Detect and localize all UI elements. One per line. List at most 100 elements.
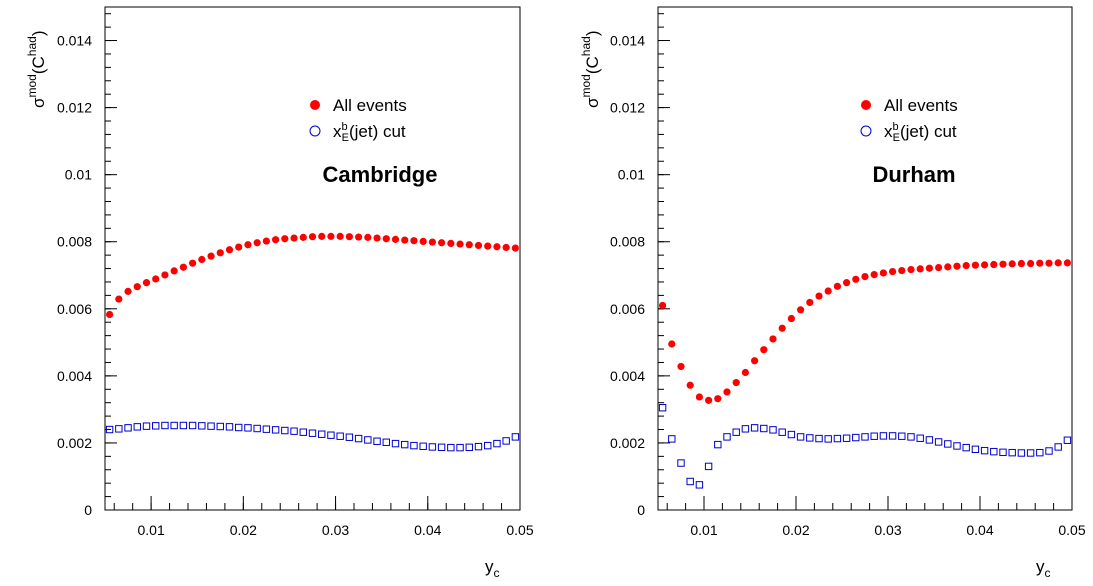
legend: All events xb E(jet) cut <box>309 96 407 144</box>
data-point-all-events <box>290 234 298 242</box>
data-point-all-events <box>511 244 519 252</box>
data-point-xe-cut <box>769 426 777 434</box>
panel-title: Cambridge <box>323 162 438 187</box>
data-point-xe-cut <box>419 442 427 450</box>
data-point-xe-cut <box>161 421 169 430</box>
data-point-xe-cut <box>354 434 363 443</box>
data-point-xe-cut <box>971 445 980 454</box>
data-point-xe-cut <box>824 435 832 443</box>
data-point-xe-cut <box>493 439 501 448</box>
x-tick-label: 0.05 <box>1058 522 1085 538</box>
x-axis-title: yc <box>485 557 500 580</box>
data-point-all-events <box>668 340 676 348</box>
data-point-all-events <box>115 295 123 303</box>
data-point-xe-cut <box>225 423 234 431</box>
data-point-xe-cut <box>115 425 123 433</box>
data-point-all-events <box>133 283 141 291</box>
data-point-xe-cut <box>318 430 326 438</box>
data-point-xe-cut <box>511 433 520 441</box>
data-point-all-events <box>106 310 114 319</box>
x-tick-label: 0.02 <box>230 522 257 538</box>
y-tick-label: 0.014 <box>610 33 645 49</box>
data-point-xe-cut <box>741 425 750 433</box>
data-point-xe-cut <box>299 428 307 436</box>
panel-durham: 0 0.002 0.004 0.006 0.008 0.01 0.012 0.014 0.01 0… <box>579 6 1086 580</box>
y-tick-label: 0.01 <box>618 167 645 183</box>
data-point-all-events <box>935 263 943 272</box>
legend-marker-xe-cut <box>309 125 321 137</box>
data-point-xe-cut <box>474 442 483 451</box>
data-point-all-events <box>465 241 473 249</box>
y-axis-title: σmod(Chad) <box>25 31 48 109</box>
data-point-all-events <box>170 267 178 275</box>
data-point-all-events <box>870 270 878 279</box>
data-point-all-events <box>806 298 814 307</box>
y-tick-label: 0.01 <box>65 167 92 183</box>
data-point-xe-cut <box>925 436 934 444</box>
data-point-xe-cut <box>262 425 271 433</box>
data-point-all-events <box>1045 259 1053 267</box>
data-point-all-events <box>474 241 483 250</box>
data-point-xe-cut <box>235 423 243 432</box>
data-point-xe-cut <box>152 422 160 430</box>
data-point-xe-cut <box>410 441 418 450</box>
data-point-all-events <box>355 233 363 241</box>
data-point-xe-cut <box>290 427 298 435</box>
data-point-xe-cut <box>198 422 206 430</box>
data-point-xe-cut <box>502 437 510 445</box>
data-point-all-events <box>861 273 869 281</box>
data-point-xe-cut <box>861 433 869 441</box>
data-point-all-events <box>677 362 685 371</box>
data-point-all-events <box>438 239 446 247</box>
data-point-all-events <box>787 314 796 323</box>
data-point-all-events <box>225 246 234 254</box>
legend-label-xe-cut: xb E(jet) cut <box>884 121 957 144</box>
data-point-all-events <box>907 265 915 274</box>
data-point-all-events <box>189 259 197 267</box>
data-point-all-events <box>741 368 750 377</box>
data-point-all-events <box>714 395 722 403</box>
data-point-xe-cut <box>953 442 961 450</box>
data-point-all-events <box>447 239 455 248</box>
data-point-xe-cut <box>815 434 823 443</box>
y-tick-label: 0.004 <box>610 368 645 384</box>
x-tick-label: 0.03 <box>322 522 349 538</box>
data-point-all-events <box>262 237 270 245</box>
data-point-all-events <box>815 292 823 300</box>
data-point-all-events <box>962 261 970 270</box>
x-tick-label: 0.05 <box>506 522 533 538</box>
y-tick-label: 0.006 <box>57 301 92 317</box>
data-point-xe-cut <box>888 432 897 440</box>
legend-marker-xe-cut <box>860 125 872 137</box>
data-point-xe-cut <box>188 421 197 430</box>
data-point-xe-cut <box>714 440 722 449</box>
data-point-all-events <box>1008 260 1016 268</box>
data-point-xe-cut <box>842 434 851 442</box>
data-point-all-events <box>253 239 261 247</box>
data-point-xe-cut <box>391 439 400 448</box>
data-point-all-events <box>695 393 704 401</box>
data-point-all-events <box>484 242 492 250</box>
data-point-all-events <box>723 388 731 396</box>
data-point-all-events <box>493 243 501 251</box>
series-all-events <box>659 259 1071 404</box>
data-point-xe-cut <box>796 433 805 441</box>
data-point-all-events <box>401 236 409 244</box>
data-point-all-events <box>852 275 860 283</box>
data-point-all-events <box>705 396 713 404</box>
data-point-xe-cut <box>686 477 694 486</box>
data-point-xe-cut <box>1026 449 1035 457</box>
data-point-xe-cut <box>760 424 768 433</box>
y-tick-label: 0 <box>84 502 92 518</box>
plot-frame <box>104 6 521 511</box>
data-point-xe-cut <box>244 424 252 432</box>
data-point-all-events <box>732 378 740 387</box>
data-point-xe-cut <box>704 462 713 471</box>
data-point-xe-cut <box>428 443 437 451</box>
legend-label-xe-cut: xb E(jet) cut <box>333 121 406 144</box>
data-point-all-events <box>419 237 427 245</box>
data-point-all-events <box>244 241 252 249</box>
data-point-all-events <box>1054 259 1062 267</box>
data-point-xe-cut <box>732 428 740 436</box>
data-point-all-events <box>1027 259 1035 268</box>
